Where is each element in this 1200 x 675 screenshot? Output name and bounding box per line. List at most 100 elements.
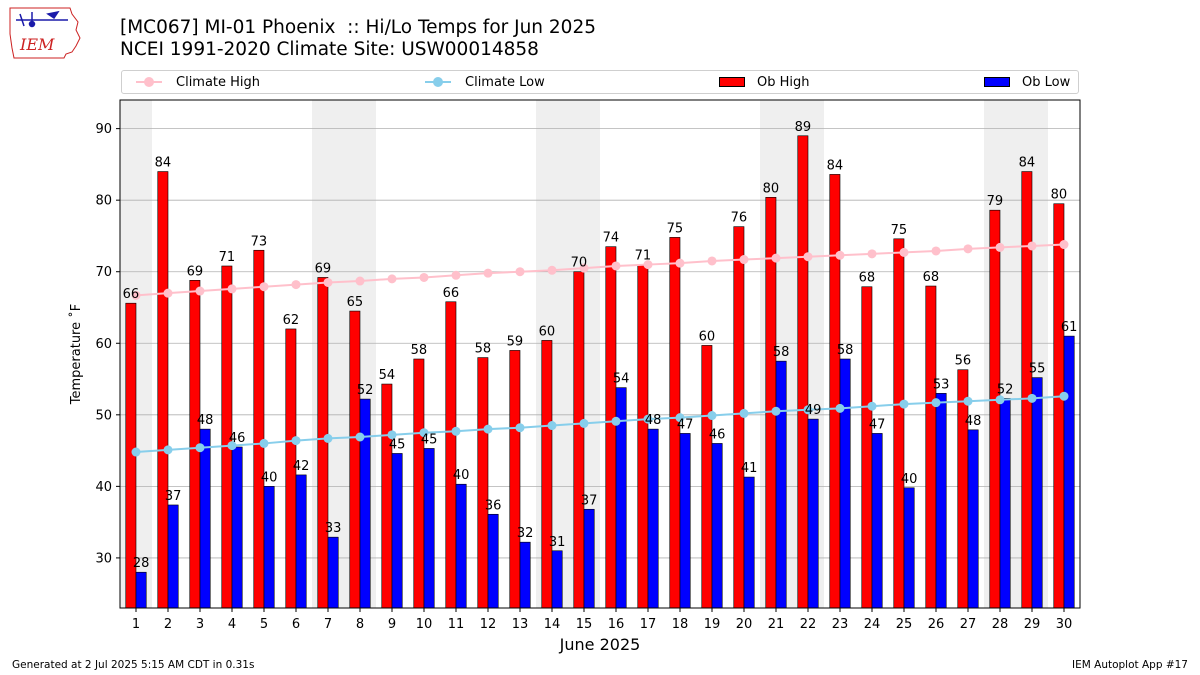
ob-low-value-label: 40	[453, 468, 470, 483]
climate-high-point	[771, 253, 781, 263]
x-tick-label: 25	[896, 617, 913, 632]
logo-text: IEM	[19, 35, 55, 54]
weather-instrument-icon	[16, 10, 68, 28]
climate-low-point	[163, 445, 173, 455]
climate-low-point	[995, 395, 1005, 405]
iem-logo: IEM	[9, 7, 81, 59]
iowa-outline-shape	[9, 7, 81, 59]
climate-low-point	[931, 398, 941, 408]
ob-low-bar	[327, 536, 339, 609]
legend-label: Climate High	[176, 74, 261, 90]
ob-low-value-label: 47	[869, 417, 886, 432]
ob-low-bar	[743, 476, 755, 609]
generated-timestamp: Generated at 2 Jul 2025 5:15 AM CDT in 0…	[12, 659, 255, 671]
ob-high-value-label: 76	[731, 211, 748, 226]
ob-low-value-label: 48	[645, 413, 662, 428]
ob-low-value-label: 46	[229, 431, 246, 446]
ob-low-value-label: 40	[261, 470, 278, 485]
ob-low-bar	[295, 474, 307, 609]
ob-low-value-label: 45	[389, 437, 406, 452]
climate-high-point	[259, 282, 269, 292]
climate-low-point	[963, 396, 973, 406]
ob-high-bar	[349, 310, 361, 609]
climate-high-point	[579, 263, 589, 273]
ob-low-value-label: 32	[517, 526, 534, 541]
climate-high-point	[643, 260, 653, 270]
climate-low-swatch	[425, 77, 451, 87]
climate-low-point	[579, 418, 589, 428]
ob-high-bar	[157, 171, 169, 609]
x-tick-label: 27	[960, 617, 977, 632]
y-tick-label: 70	[95, 265, 112, 280]
ob-high-value-label: 62	[283, 313, 300, 328]
x-tick-label: 6	[292, 617, 300, 632]
climate-low-point	[195, 443, 205, 453]
climate-high-point	[867, 249, 877, 259]
climate-high-point	[323, 277, 333, 287]
plot-frame	[119, 99, 1081, 609]
climate-low-line	[135, 395, 1065, 454]
ob-low-value-label: 52	[357, 383, 374, 398]
ob-low-bar	[1063, 335, 1075, 609]
ob-low-value-label: 47	[677, 417, 694, 432]
ob-high-bar	[317, 277, 329, 609]
ob-low-bar	[711, 443, 723, 609]
ob-low-bar	[1031, 377, 1043, 609]
ob-low-bar	[423, 448, 435, 609]
climate-low-point	[547, 421, 557, 431]
x-tick-label: 26	[928, 617, 945, 632]
climate-low-point	[419, 428, 429, 438]
ob-low-bar	[519, 541, 531, 609]
climate-high-point	[483, 268, 493, 278]
legend-label: Ob Low	[1022, 74, 1071, 90]
climate-high-point	[515, 267, 525, 277]
ob-low-value-label: 37	[165, 489, 182, 504]
x-tick-label: 23	[832, 617, 849, 632]
climate-low-point	[323, 433, 333, 443]
climate-high-point	[291, 280, 301, 290]
x-tick-label: 8	[356, 617, 364, 632]
ob-high-bar	[989, 209, 1001, 609]
climate-high-point	[931, 246, 941, 256]
ob-low-bar	[839, 358, 851, 609]
x-tick-label: 19	[704, 617, 721, 632]
climate-high-point	[739, 255, 749, 265]
x-tick-label: 5	[260, 617, 268, 632]
ob-high-value-label: 84	[827, 158, 844, 173]
x-tick-label: 24	[864, 617, 881, 632]
ob-low-bar	[807, 418, 819, 609]
ob-high-value-label: 80	[763, 181, 780, 196]
ob-low-value-label: 42	[293, 459, 310, 474]
climate-low-point	[771, 406, 781, 416]
climate-high-swatch	[136, 77, 162, 87]
ob-low-value-label: 40	[901, 472, 918, 487]
climate-low-point	[867, 401, 877, 411]
x-tick-label: 7	[324, 617, 332, 632]
climate-low-point	[1027, 393, 1037, 403]
climate-low-point	[707, 411, 717, 421]
app-credit: IEM Autoplot App #17	[1072, 659, 1188, 671]
ob-low-bar	[775, 360, 787, 609]
x-tick-label: 2	[164, 617, 172, 632]
legend-label: Ob High	[757, 74, 810, 90]
ob-low-value-label: 52	[997, 382, 1014, 397]
climate-high-point	[227, 284, 237, 294]
ob-low-value-label: 36	[485, 498, 502, 513]
climate-high-point	[803, 252, 813, 262]
climate-high-point	[1059, 240, 1069, 250]
ob-high-bar	[861, 286, 873, 609]
x-tick-label: 22	[800, 617, 817, 632]
climate-high-point	[1027, 241, 1037, 251]
climate-low-point	[291, 436, 301, 446]
y-tick-label: 90	[95, 122, 112, 137]
ob-high-value-label: 65	[347, 295, 364, 310]
climate-low-point	[803, 405, 813, 415]
climate-low-point	[515, 423, 525, 433]
ob-low-bar	[583, 508, 595, 609]
y-tick-label: 80	[95, 194, 112, 209]
ob-low-swatch	[984, 77, 1010, 87]
ob-high-value-label: 68	[923, 270, 940, 285]
climate-low-point	[131, 447, 141, 457]
ob-high-bar	[573, 271, 585, 609]
ob-high-bar	[541, 340, 553, 609]
